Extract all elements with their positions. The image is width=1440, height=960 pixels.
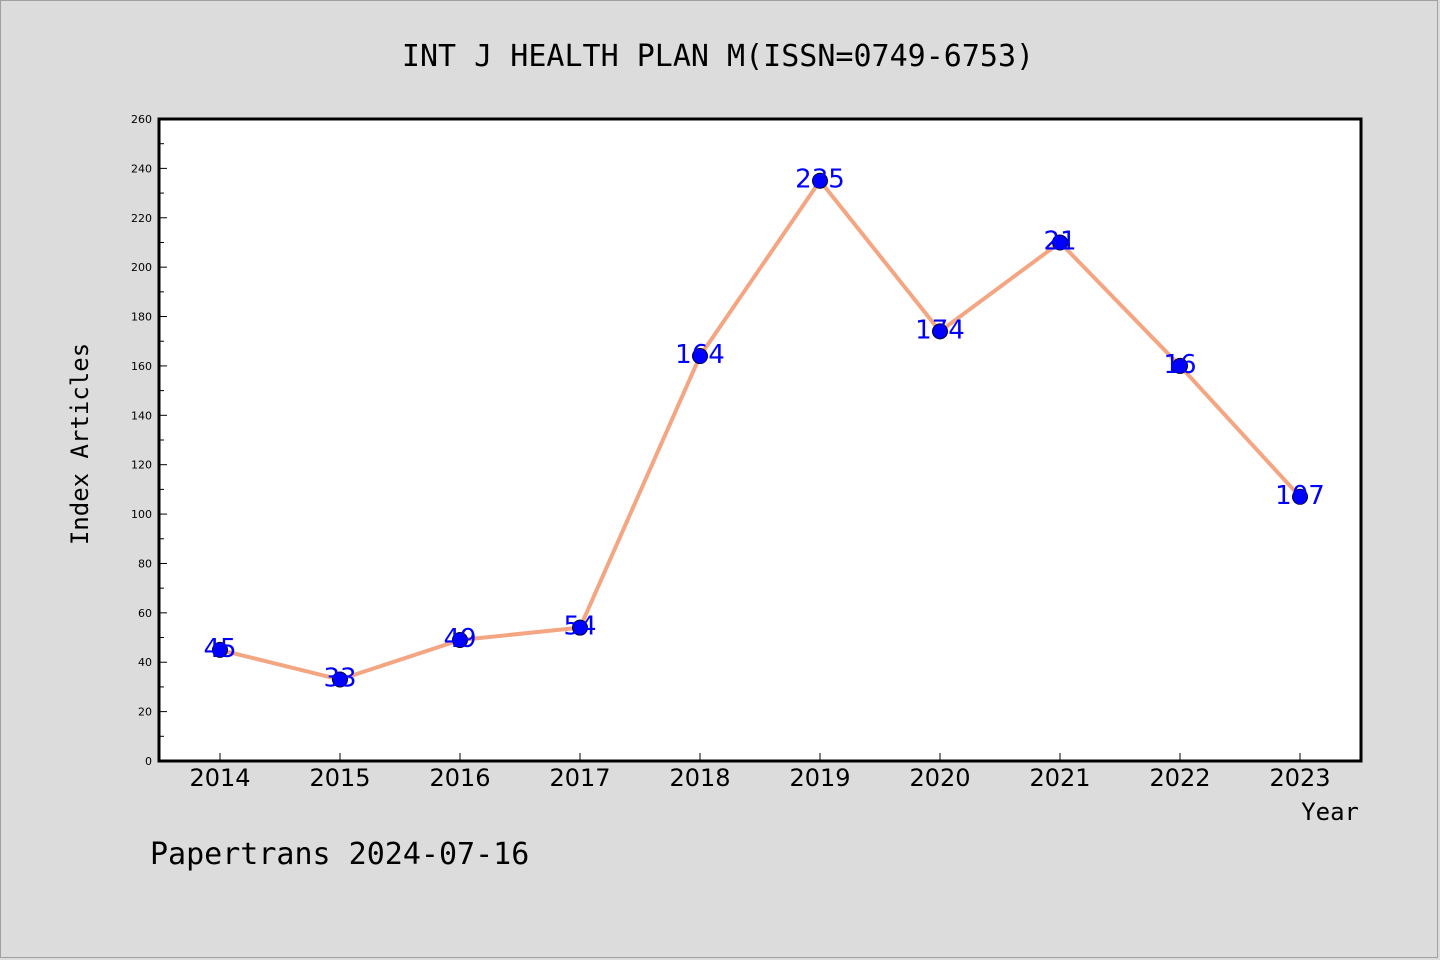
- x-tick-label: 2015: [309, 764, 370, 792]
- x-tick-label: 2022: [1149, 764, 1210, 792]
- chart-title: INT J HEALTH PLAN M(ISSN=0749-6753): [402, 39, 1034, 74]
- y-tick-label: 120: [131, 459, 152, 472]
- data-label: 107: [1275, 481, 1325, 511]
- data-markers: [212, 172, 1308, 688]
- y-tick-label: 240: [131, 162, 152, 175]
- data-point: [452, 632, 468, 649]
- x-tick-label: 2021: [1029, 764, 1090, 792]
- y-tick-label: 20: [138, 706, 152, 719]
- data-label: 164: [675, 340, 725, 370]
- x-tick-label: 2014: [189, 764, 250, 792]
- x-tick-label: 2018: [669, 764, 730, 792]
- data-point: [572, 619, 588, 636]
- y-axis-title: Index Articles: [66, 343, 94, 545]
- x-axis-title: Year: [1301, 798, 1359, 826]
- data-labels: 45 33 49 54 164 235 174 21 16 107: [203, 165, 1324, 694]
- data-label: 21: [1043, 226, 1076, 256]
- y-tick-label: 200: [131, 261, 152, 274]
- footer-text: Papertrans 2024-07-16: [150, 837, 529, 872]
- x-tick-label: 2020: [909, 764, 970, 792]
- y-tick-label: 160: [131, 360, 152, 373]
- x-tick-label: 2023: [1269, 764, 1330, 792]
- y-tick-label: 220: [131, 212, 152, 225]
- data-label: 45: [203, 634, 236, 664]
- y-tick-label: 60: [138, 607, 152, 620]
- data-point: [932, 323, 948, 340]
- data-point: [332, 671, 348, 688]
- data-label: 33: [323, 664, 356, 694]
- y-tick-label: 0: [145, 755, 152, 768]
- data-point: [692, 348, 708, 365]
- x-tick-label: 2019: [789, 764, 850, 792]
- y-tick-label: 40: [138, 656, 152, 669]
- y-axis: 0 20 40 60 80 100 120 140 160 180 200 220 240 260: [131, 113, 167, 768]
- data-point: [212, 641, 228, 658]
- x-tick-label: 2017: [549, 764, 610, 792]
- y-tick-label: 180: [131, 311, 152, 324]
- data-label: 16: [1163, 350, 1196, 380]
- data-point: [1292, 488, 1308, 505]
- x-tick-label: 2016: [429, 764, 490, 792]
- data-label: 49: [443, 624, 476, 654]
- data-label: 174: [915, 315, 965, 345]
- data-point: [1172, 357, 1188, 374]
- data-label: 54: [563, 612, 596, 642]
- data-point: [812, 172, 828, 189]
- data-label: 235: [795, 165, 845, 195]
- x-axis: 2014 2015 2016 2017 2018 2019 2020 2021 2022 2023: [189, 753, 1331, 792]
- series-line: [219, 178, 1302, 682]
- y-tick-label: 80: [138, 557, 152, 570]
- data-point: [1052, 234, 1068, 251]
- y-tick-label: 260: [131, 113, 152, 126]
- y-tick-label: 100: [131, 508, 152, 521]
- plot-area: [157, 117, 1363, 763]
- y-tick-label: 140: [131, 409, 152, 422]
